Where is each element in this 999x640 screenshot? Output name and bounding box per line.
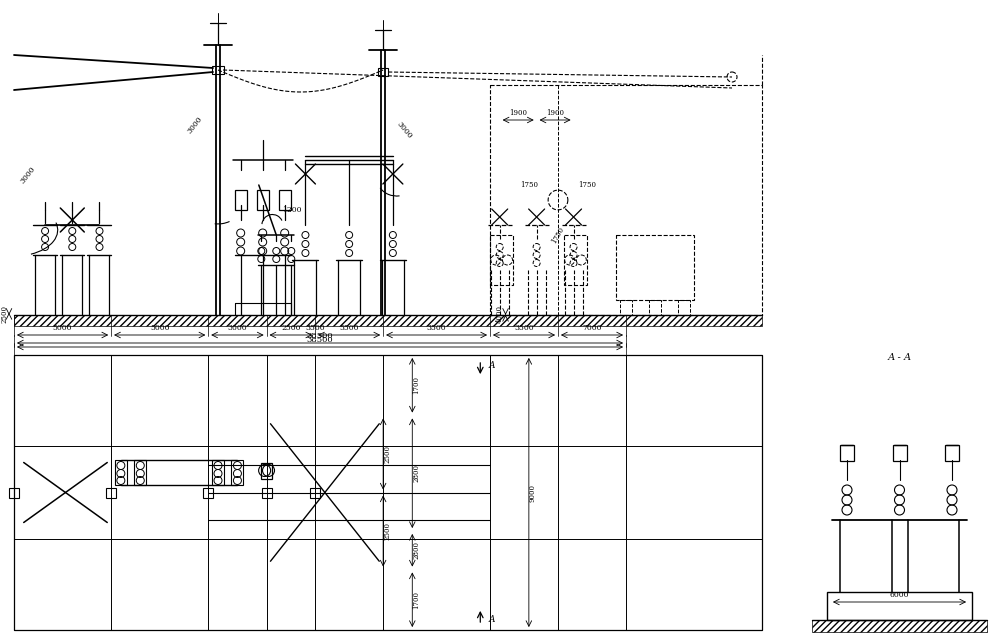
Bar bbox=[616, 235, 694, 300]
Text: 6000: 6000 bbox=[890, 591, 909, 599]
Text: 3500: 3500 bbox=[427, 324, 447, 332]
Bar bbox=[945, 445, 959, 461]
Text: 1700: 1700 bbox=[413, 376, 421, 394]
Bar bbox=[563, 235, 587, 285]
Text: 3000: 3000 bbox=[228, 324, 247, 332]
Text: 9000: 9000 bbox=[528, 483, 536, 502]
Text: 1700: 1700 bbox=[413, 591, 421, 609]
Bar bbox=[212, 460, 224, 484]
Text: 2800: 2800 bbox=[413, 464, 421, 483]
Text: 5000: 5000 bbox=[150, 324, 170, 332]
Text: 38500: 38500 bbox=[307, 336, 334, 344]
Text: 3000: 3000 bbox=[18, 165, 37, 185]
Bar bbox=[812, 620, 987, 632]
Text: 3000: 3000 bbox=[186, 115, 204, 135]
Bar bbox=[892, 445, 906, 461]
Text: 3000: 3000 bbox=[396, 120, 414, 140]
Bar bbox=[379, 68, 389, 76]
Bar bbox=[678, 300, 690, 315]
Text: 2500: 2500 bbox=[384, 445, 392, 463]
Text: 4000: 4000 bbox=[496, 305, 503, 323]
Text: 3500: 3500 bbox=[306, 324, 325, 332]
Text: 1900: 1900 bbox=[509, 109, 527, 117]
Bar bbox=[261, 463, 273, 479]
Text: А - А: А - А bbox=[887, 353, 912, 362]
Bar bbox=[232, 460, 244, 484]
Bar bbox=[840, 445, 854, 461]
Text: 1750: 1750 bbox=[550, 225, 566, 244]
Text: 2500: 2500 bbox=[384, 522, 392, 540]
Bar bbox=[106, 488, 116, 497]
Bar bbox=[212, 66, 224, 74]
Bar bbox=[9, 488, 19, 497]
Text: 7000: 7000 bbox=[582, 324, 601, 332]
Bar bbox=[14, 315, 762, 326]
Text: 1200: 1200 bbox=[282, 206, 302, 214]
Bar bbox=[134, 460, 146, 484]
Text: A: A bbox=[489, 616, 495, 625]
Bar bbox=[235, 190, 247, 210]
Bar bbox=[490, 235, 513, 285]
Text: 1900: 1900 bbox=[546, 109, 564, 117]
Bar bbox=[490, 85, 762, 315]
Bar bbox=[14, 355, 762, 630]
Bar bbox=[827, 592, 972, 620]
Bar bbox=[257, 190, 269, 210]
Text: A: A bbox=[489, 360, 495, 369]
Bar bbox=[649, 300, 661, 315]
Bar bbox=[115, 460, 127, 484]
Text: 3500: 3500 bbox=[514, 324, 533, 332]
Text: 2500: 2500 bbox=[1, 305, 9, 323]
Bar bbox=[262, 488, 272, 497]
Text: 5000: 5000 bbox=[53, 324, 72, 332]
Text: 2800: 2800 bbox=[413, 541, 421, 559]
Bar bbox=[310, 488, 320, 497]
Bar bbox=[203, 488, 213, 497]
Text: 1750: 1750 bbox=[577, 181, 596, 189]
Bar bbox=[620, 300, 631, 315]
Text: 2500: 2500 bbox=[281, 324, 301, 332]
Bar bbox=[279, 190, 291, 210]
Text: 38500: 38500 bbox=[307, 332, 334, 340]
Text: 5500: 5500 bbox=[340, 324, 359, 332]
Text: 1750: 1750 bbox=[520, 181, 538, 189]
